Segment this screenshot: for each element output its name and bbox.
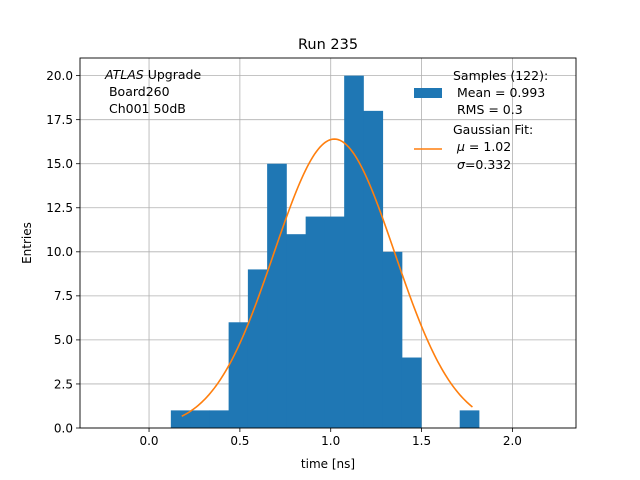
histogram-bar xyxy=(401,357,422,428)
annotation-channel: Ch001 50dB xyxy=(105,101,186,116)
legend: Samples (122): Mean = 0.993 RMS = 0.3 Ga… xyxy=(414,68,548,172)
x-tick-label: 0.0 xyxy=(139,434,158,448)
legend-samples-patch xyxy=(414,88,442,98)
x-tick-label: 2.0 xyxy=(503,434,522,448)
x-tick-label: 1.0 xyxy=(321,434,340,448)
gaussian-fit-curve xyxy=(181,138,473,417)
histogram-bar xyxy=(382,251,403,428)
chart-title: Run 235 xyxy=(298,37,358,53)
y-axis-label: Entries xyxy=(20,222,34,264)
y-tick-label: 15.0 xyxy=(46,157,73,171)
plot-frame xyxy=(79,57,577,429)
x-tick-label: 0.5 xyxy=(230,434,249,448)
y-tick-label: 2.5 xyxy=(54,377,73,391)
y-tick-label: 10.0 xyxy=(46,245,73,259)
annotation-upgrade: Upgrade xyxy=(144,67,202,82)
histogram-bar xyxy=(228,322,249,428)
atlas-annotation: ATLAS Upgrade Board260 Ch001 50dB xyxy=(104,67,201,116)
x-axis-label: time [ns] xyxy=(301,457,355,471)
x-axis-ticks: 0.0 0.5 1.0 1.5 2.0 xyxy=(139,428,522,448)
legend-samples-title: Samples (122): xyxy=(453,68,548,83)
annotation-atlas: ATLAS xyxy=(104,67,144,82)
histogram-bar xyxy=(247,269,268,428)
x-tick-label: 1.5 xyxy=(412,434,431,448)
histogram-bar xyxy=(209,410,230,428)
annotation-board: Board260 xyxy=(105,84,170,99)
histogram-bar xyxy=(267,163,287,428)
legend-fit-mu: μ = 1.02 xyxy=(456,139,511,154)
histogram-bar xyxy=(324,216,345,428)
legend-fit-sigma: σ=0.332 xyxy=(457,157,511,172)
y-tick-label: 5.0 xyxy=(54,333,73,347)
y-tick-label: 12.5 xyxy=(46,201,73,215)
svg-text:ATLAS Upgrade: ATLAS Upgrade xyxy=(104,67,201,82)
histogram-bar xyxy=(459,410,480,428)
legend-fit-title: Gaussian Fit: xyxy=(453,122,533,137)
legend-samples-rms: RMS = 0.3 xyxy=(453,102,523,117)
histogram-bar xyxy=(363,110,384,428)
y-tick-label: 17.5 xyxy=(46,113,73,127)
y-tick-label: 0.0 xyxy=(54,421,73,435)
y-tick-label: 20.0 xyxy=(46,69,73,83)
y-axis-ticks: 0.0 2.5 5.0 7.5 10.0 12.5 15.0 17.5 20.0 xyxy=(46,69,80,435)
histogram-bar xyxy=(190,410,210,428)
legend-samples-mean: Mean = 0.993 xyxy=(453,85,545,100)
histogram-bar xyxy=(344,75,364,428)
y-tick-label: 7.5 xyxy=(54,289,73,303)
histogram-bar xyxy=(305,216,326,428)
histogram-bar xyxy=(286,234,307,428)
